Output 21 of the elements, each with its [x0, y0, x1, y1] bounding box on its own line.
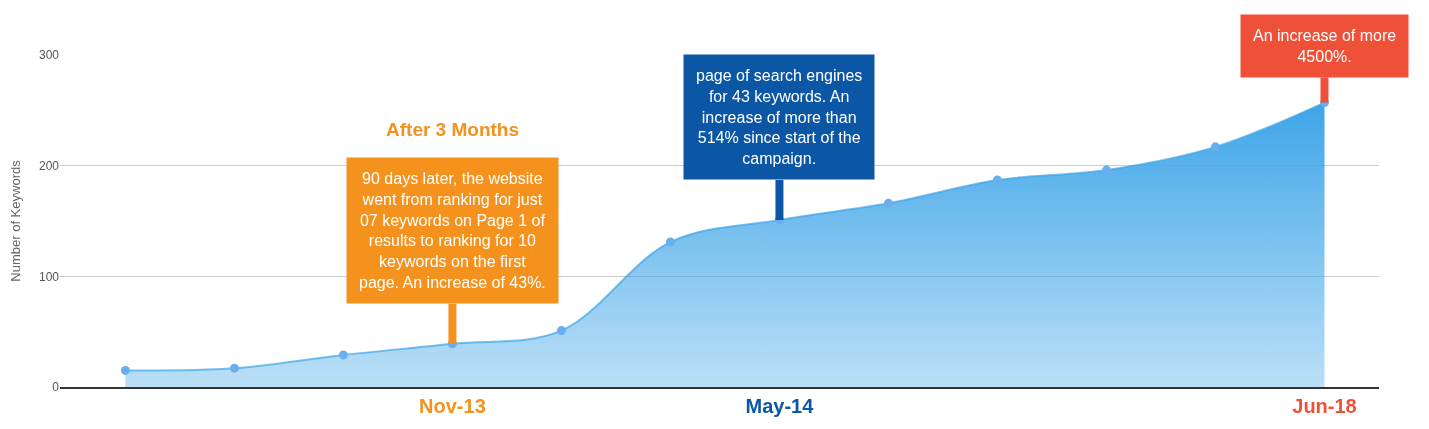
annotation: 90 days later, the website went from ranking for just 07 keywords on Page 1 of results to ranking for 10 keywords on the first page. An increase of 43%.	[359, 170, 546, 291]
annotation: An increase of more 4500%.	[1253, 27, 1397, 65]
y-tick-label: 300	[38, 48, 60, 63]
point	[338, 350, 348, 360]
point	[229, 363, 239, 373]
x-tick-label: Nov-13	[419, 395, 486, 417]
point	[556, 326, 566, 336]
point	[120, 365, 130, 375]
y-tick-label: 200	[38, 158, 60, 173]
y-tick-label: 100	[38, 269, 60, 284]
annotation: After 3 Months	[386, 119, 519, 140]
x-tick-label: May-14	[745, 395, 815, 417]
y-axis-title: Number of Keywords	[7, 159, 23, 282]
point	[1101, 165, 1111, 175]
x-tick-label: Jun-18	[1292, 395, 1357, 417]
point	[992, 175, 1002, 185]
y-tick-label: 0	[52, 380, 60, 395]
point	[883, 198, 893, 208]
point	[1210, 142, 1220, 152]
annotation: page of search engines for 43 keywords. An increase of more than 514% since start of the campaign.	[696, 67, 863, 168]
point	[665, 237, 675, 247]
